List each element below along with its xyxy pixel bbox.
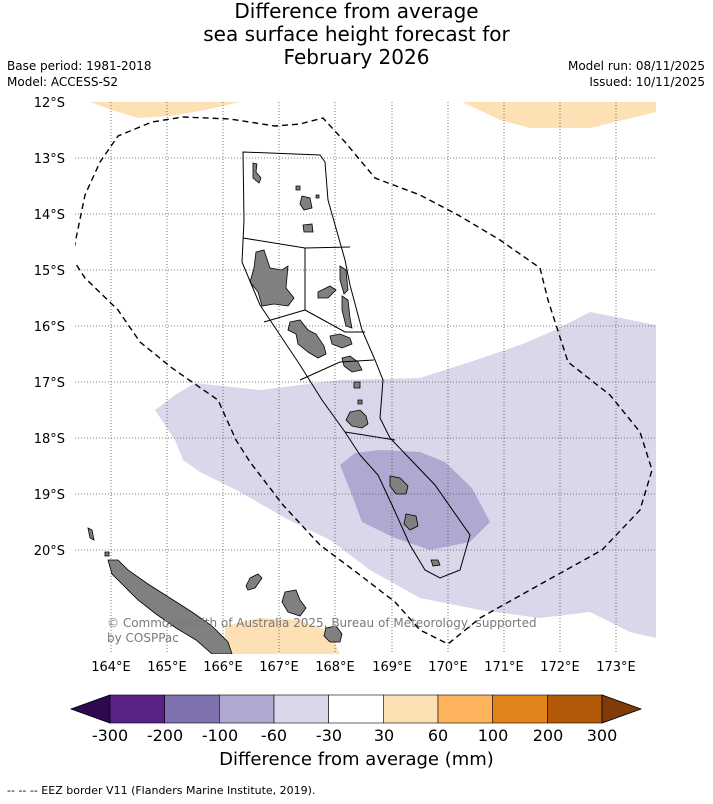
meta-left: Base period: 1981-2018 Model: ACCESS-S2 (7, 58, 152, 90)
lat-labels: 12°S 13°S 14°S 15°S 16°S 17°S 18°S 19°S … (34, 96, 65, 559)
island-vanua-lava (302, 223, 314, 233)
island-malakula (287, 319, 327, 359)
lon-label: 164°E (91, 660, 131, 675)
lon-label: 169°E (372, 660, 412, 675)
colorbar-segment (492, 694, 548, 724)
colorbar-extend-low (69, 694, 111, 724)
colorbar-tick: -30 (316, 726, 342, 745)
island-ambrym (329, 333, 353, 349)
anomaly-orange-top-right (462, 102, 656, 128)
island-small-d (357, 399, 363, 405)
colorbar-tick: 200 (533, 726, 564, 745)
lat-label: 17°S (34, 376, 65, 391)
model-run: Model run: 08/11/2025 (567, 59, 705, 73)
island-tanna (403, 513, 419, 531)
eez-border (75, 116, 653, 645)
lat-label: 18°S (34, 432, 65, 447)
island-small-c (353, 381, 361, 389)
island-loyalty-lifou (281, 589, 307, 617)
island-gaua (299, 195, 313, 211)
colorbar-segment (328, 694, 384, 724)
province-line-1 (242, 237, 351, 249)
colorbar-segment (547, 694, 603, 724)
colorbar-segment (109, 694, 165, 724)
lon-label: 172°E (540, 660, 580, 675)
colorbar-tick: 300 (587, 726, 618, 745)
lat-label: 20°S (34, 544, 65, 559)
title-line-2: sea surface height forecast for (203, 22, 510, 46)
title-line-3: February 2026 (283, 45, 430, 69)
lat-label: 19°S (34, 488, 65, 503)
colorbar-title: Difference from average (mm) (219, 749, 494, 770)
model-name: Model: ACCESS-S2 (7, 75, 119, 89)
colorbar-segment (273, 694, 329, 724)
colorbar-tick: 30 (374, 726, 394, 745)
colorbar-segment (437, 694, 493, 724)
island-aneityum (430, 559, 441, 567)
base-period: Base period: 1981-2018 (7, 59, 152, 73)
gridlines (75, 102, 656, 654)
lon-label: 166°E (203, 660, 243, 675)
island-pentecost (341, 295, 353, 329)
lat-label: 15°S (34, 264, 65, 279)
island-epi (341, 355, 363, 373)
island-new-caledonia (107, 559, 233, 654)
colorbar (69, 694, 643, 724)
lat-label: 16°S (34, 320, 65, 335)
island-ambae (317, 285, 337, 299)
colorbar-segment (164, 694, 220, 724)
colorbar-ticks: -300 -200 -100 -60 -30 30 60 100 200 300 (92, 726, 617, 745)
lon-label: 170°E (428, 660, 468, 675)
island-efate (345, 409, 369, 429)
island-maewo (339, 265, 349, 295)
anomaly-orange-bottom (225, 618, 340, 654)
island-loyalty-mare (323, 625, 343, 643)
anomaly-orange-top-left (90, 102, 240, 118)
island-torres (252, 162, 262, 184)
colorbar-tick: -100 (202, 726, 238, 745)
island-small-f (87, 527, 95, 541)
country-outline (241, 151, 471, 579)
colorbar-extend-high (601, 694, 643, 724)
lon-label: 173°E (596, 660, 636, 675)
lat-label: 12°S (34, 96, 65, 111)
colorbar-tick: 100 (478, 726, 509, 745)
lon-label: 171°E (484, 660, 524, 675)
meta-right: Model run: 08/11/2025 Issued: 10/11/2025 (568, 58, 705, 90)
colorbar-tick: -60 (261, 726, 287, 745)
island-erromango (389, 475, 409, 495)
title-line-1: Difference from average (234, 0, 479, 23)
lon-label: 168°E (315, 660, 355, 675)
island-small-e (104, 551, 110, 557)
copyright-notice: © Commonwealth of Australia 2025, Bureau… (107, 616, 537, 645)
province-line-4 (299, 359, 375, 381)
colorbar-tick: -300 (92, 726, 128, 745)
island-small-b (315, 194, 320, 199)
province-line-3 (304, 309, 365, 333)
colorbar-tick: -200 (147, 726, 183, 745)
lat-label: 14°S (34, 208, 65, 223)
colorbar-segment (383, 694, 439, 724)
colorbar-tick: 60 (428, 726, 448, 745)
island-ouvea (245, 573, 263, 591)
map-area (75, 102, 656, 654)
island-small-a (295, 185, 301, 191)
lat-label: 13°S (34, 152, 65, 167)
colorbar-segment (219, 694, 275, 724)
lon-label: 165°E (147, 660, 187, 675)
lon-labels: 164°E 165°E 166°E 167°E 168°E 169°E 170°… (91, 660, 636, 675)
province-boundaries (241, 151, 471, 579)
islands (87, 162, 441, 654)
lon-label: 167°E (259, 660, 299, 675)
issued-date: Issued: 10/11/2025 (589, 75, 705, 89)
eez-legend: -- -- -- EEZ border V11 (Flanders Marine… (7, 784, 316, 797)
province-line-5 (344, 431, 396, 441)
